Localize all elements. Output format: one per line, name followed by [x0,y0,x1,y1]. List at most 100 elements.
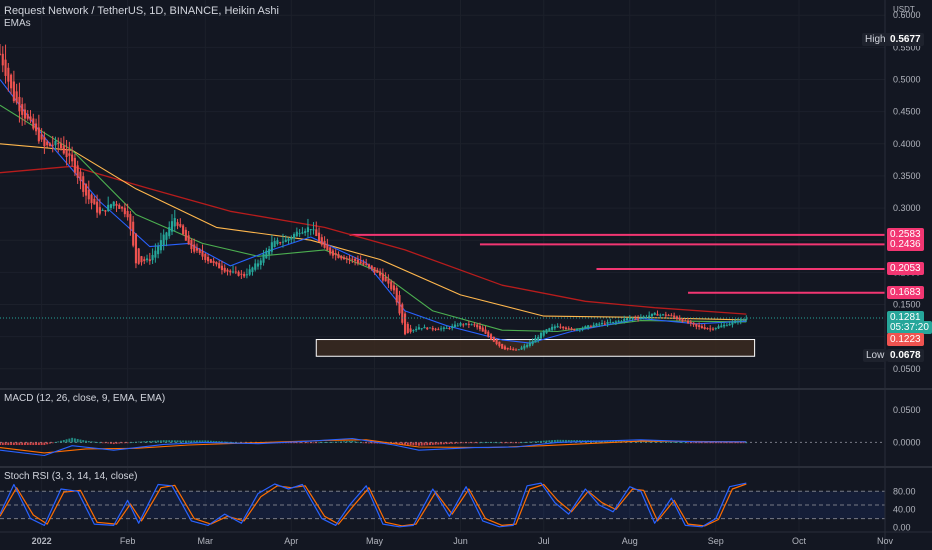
time-axis-label: Apr [284,536,298,546]
candle-body [725,325,728,327]
macd-tick-label: 0.0500 [893,405,921,415]
candle-body [512,348,515,351]
candle-body [476,324,479,328]
macd-histogram-bar [18,442,21,446]
macd-histogram-bar [434,442,437,445]
time-axis-label: Aug [622,536,638,546]
stoch-rsi-legend[interactable]: Stoch RSI (3, 3, 14, 14, close) [4,471,138,482]
candle-body [631,317,634,319]
macd-histogram-bar [229,441,232,443]
candle-body [689,321,692,324]
candle-body [21,104,24,115]
macd-histogram-bar [542,440,545,443]
macd-histogram-bar [190,440,193,443]
candle-body [173,218,176,227]
macd-histogram-bar [467,442,470,444]
candle-body [664,314,667,316]
candle-body [440,328,443,330]
candle-body [284,239,287,243]
macd-histogram-bar [725,442,728,444]
candle-body [598,323,601,325]
macd-histogram-bar [675,442,678,443]
candle-body [345,258,348,260]
macd-histogram-bar [157,440,160,443]
candle-body [337,253,340,259]
macd-histogram-bar [714,442,717,444]
candle-body [215,261,218,265]
candle-body [132,221,135,246]
candle-body [573,328,576,331]
candle-body [656,313,659,316]
candle-body [218,263,221,269]
candle-body [667,315,670,317]
candle-body [59,143,63,149]
macd-histogram-bar [304,442,307,444]
indicator-legend-emas[interactable]: EMAs [4,18,31,29]
candle-body [470,324,473,326]
candle-body [46,141,49,146]
macd-histogram-bar [29,442,32,446]
candle-body [73,157,76,173]
candle-body [109,204,113,208]
macd-histogram-bar [287,442,290,444]
stoch-tick-label: 0.00 [893,523,911,533]
candle-body [714,327,717,329]
candle-body [51,144,54,146]
macd-histogram-bar [531,441,534,443]
candle-body [634,318,637,320]
macd-pane [0,437,885,457]
candle-body [403,313,407,335]
macd-histogram-bar [73,438,76,443]
macd-histogram-bar [143,441,146,443]
candle-body [578,329,581,331]
stoch-k-line [0,482,747,528]
candle-body [1,53,4,66]
macd-histogram-bar [481,442,484,444]
candle-body [534,338,537,343]
candle-body [686,320,690,324]
candle-body [675,316,678,320]
macd-histogram-bar [32,442,35,446]
macd-histogram-bar [23,442,26,446]
macd-histogram-bar [523,442,526,443]
macd-histogram-bar [698,442,701,444]
ema-long-orange-line [0,143,747,321]
chart-title[interactable]: Request Network / TetherUS, 1D, BINANCE,… [4,5,279,17]
macd-histogram-bar [46,442,49,445]
macd-histogram-bar [540,440,542,443]
macd-histogram-bar [406,442,409,445]
macd-histogram-bar [162,440,165,443]
macd-histogram-bar [448,442,451,444]
candle-body [179,224,182,227]
candle-body [637,318,640,320]
macd-histogram-bar [312,442,315,444]
candle-body [315,229,318,237]
macd-histogram-bar [187,440,190,443]
candle-body [148,259,151,262]
candle-body [0,53,2,55]
candle-body [537,336,540,341]
candle-body [107,204,110,211]
candle-body [165,232,168,240]
macd-histogram-bar [290,442,293,444]
candle-body [84,184,88,196]
macd-histogram-bar [1,442,4,446]
macd-histogram-bar [451,442,454,444]
macd-histogram-bar [437,442,440,445]
time-axis-label: Jul [538,536,550,546]
time-axis-labels[interactable]: 2022 Feb Mar Apr May Jun Jul Aug Sep Oct Nov [32,536,894,546]
macd-histogram-bar [176,440,179,443]
candle-body [87,189,90,200]
macd-histogram-bar [706,442,709,444]
macd-histogram-bar [35,442,38,446]
macd-histogram-bar [112,442,115,445]
macd-histogram-bar [689,442,692,444]
candle-body [623,318,626,322]
macd-histogram-bar [71,437,74,443]
price-tick-label: 0.6000 [893,10,921,20]
resistance-level-badge: 0.2436 [887,237,924,251]
macd-histogram-bar [678,442,681,444]
macd-legend[interactable]: MACD (12, 26, close, 9, EMA, EMA) [4,393,166,404]
